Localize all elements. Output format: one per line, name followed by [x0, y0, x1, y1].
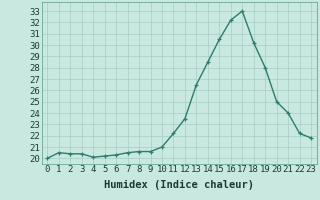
- X-axis label: Humidex (Indice chaleur): Humidex (Indice chaleur): [104, 180, 254, 190]
